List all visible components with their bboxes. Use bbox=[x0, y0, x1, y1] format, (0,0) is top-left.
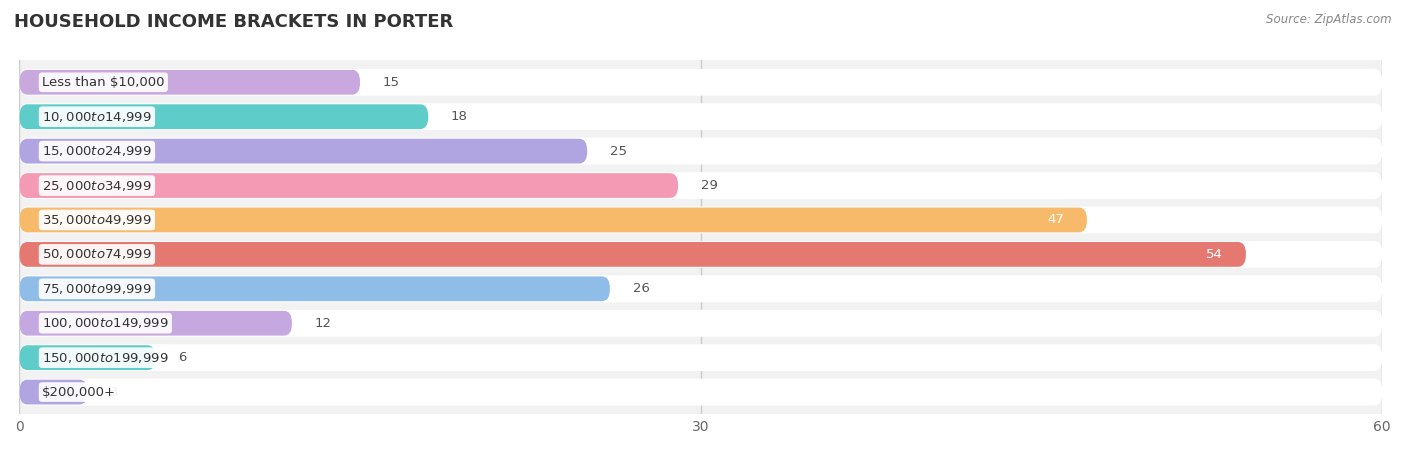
FancyBboxPatch shape bbox=[20, 345, 156, 370]
Text: 15: 15 bbox=[382, 76, 399, 89]
Text: 3: 3 bbox=[110, 386, 118, 399]
Text: 47: 47 bbox=[1047, 213, 1064, 226]
Text: 29: 29 bbox=[700, 179, 717, 192]
FancyBboxPatch shape bbox=[20, 310, 1382, 337]
Text: $150,000 to $199,999: $150,000 to $199,999 bbox=[42, 351, 169, 365]
Text: $50,000 to $74,999: $50,000 to $74,999 bbox=[42, 247, 152, 261]
FancyBboxPatch shape bbox=[20, 70, 360, 95]
Text: $75,000 to $99,999: $75,000 to $99,999 bbox=[42, 282, 152, 296]
FancyBboxPatch shape bbox=[20, 172, 1382, 199]
Text: Source: ZipAtlas.com: Source: ZipAtlas.com bbox=[1267, 13, 1392, 26]
Text: 25: 25 bbox=[610, 145, 627, 158]
Text: $15,000 to $24,999: $15,000 to $24,999 bbox=[42, 144, 152, 158]
Text: 18: 18 bbox=[451, 110, 468, 123]
FancyBboxPatch shape bbox=[20, 379, 1382, 405]
Text: $25,000 to $34,999: $25,000 to $34,999 bbox=[42, 179, 152, 193]
FancyBboxPatch shape bbox=[20, 104, 429, 129]
FancyBboxPatch shape bbox=[20, 103, 1382, 130]
Text: 12: 12 bbox=[315, 317, 332, 330]
Text: 6: 6 bbox=[179, 351, 187, 364]
Text: $35,000 to $49,999: $35,000 to $49,999 bbox=[42, 213, 152, 227]
Text: $100,000 to $149,999: $100,000 to $149,999 bbox=[42, 316, 169, 330]
FancyBboxPatch shape bbox=[20, 138, 1382, 164]
FancyBboxPatch shape bbox=[20, 207, 1087, 232]
Text: Less than $10,000: Less than $10,000 bbox=[42, 76, 165, 89]
FancyBboxPatch shape bbox=[20, 139, 588, 163]
Text: $10,000 to $14,999: $10,000 to $14,999 bbox=[42, 110, 152, 123]
FancyBboxPatch shape bbox=[20, 69, 1382, 96]
FancyBboxPatch shape bbox=[20, 277, 610, 301]
FancyBboxPatch shape bbox=[20, 275, 1382, 302]
Text: $200,000+: $200,000+ bbox=[42, 386, 117, 399]
FancyBboxPatch shape bbox=[20, 241, 1382, 268]
FancyBboxPatch shape bbox=[20, 344, 1382, 371]
Text: 26: 26 bbox=[633, 282, 650, 295]
FancyBboxPatch shape bbox=[20, 173, 678, 198]
FancyBboxPatch shape bbox=[20, 207, 1382, 233]
FancyBboxPatch shape bbox=[20, 311, 292, 335]
FancyBboxPatch shape bbox=[20, 380, 87, 405]
FancyBboxPatch shape bbox=[20, 242, 1246, 267]
Text: HOUSEHOLD INCOME BRACKETS IN PORTER: HOUSEHOLD INCOME BRACKETS IN PORTER bbox=[14, 13, 453, 31]
Text: 54: 54 bbox=[1206, 248, 1223, 261]
